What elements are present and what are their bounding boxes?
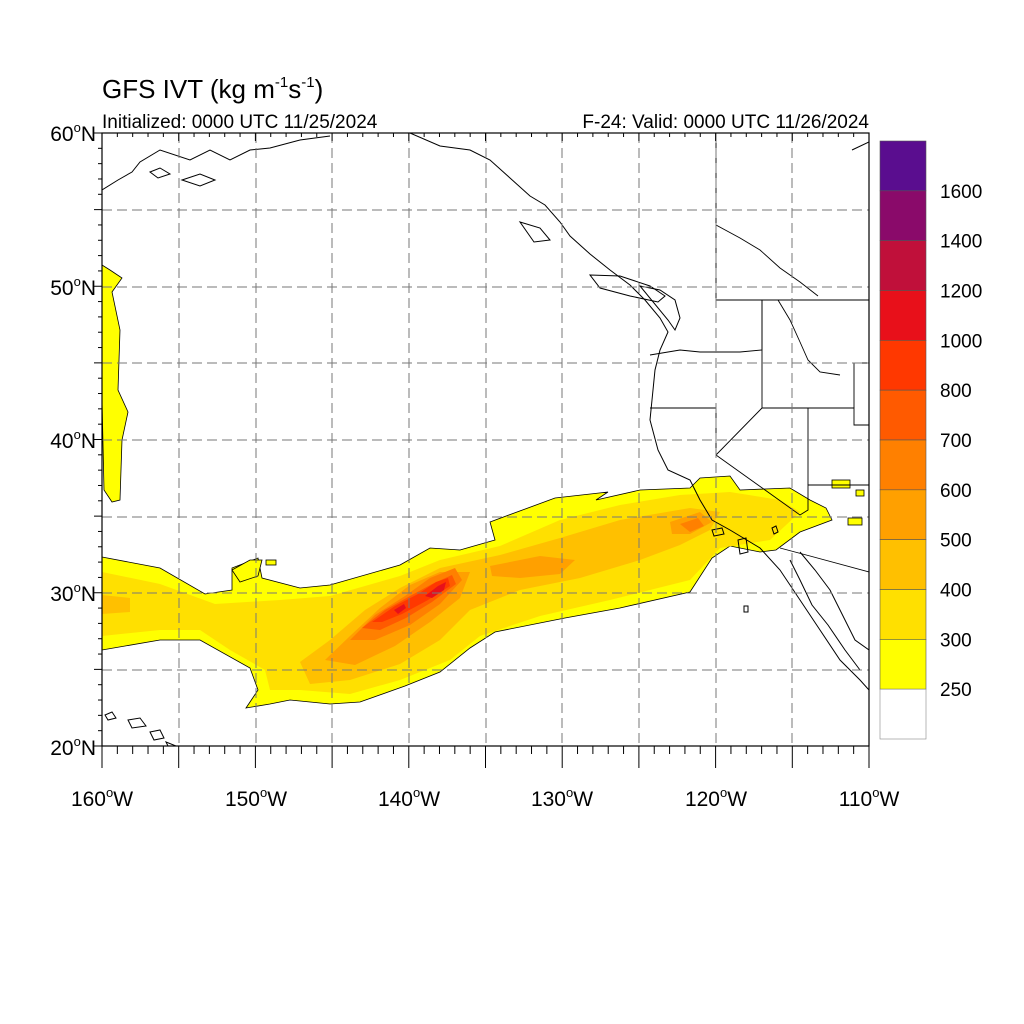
colorbar-swatch (879, 539, 927, 590)
colorbar-swatch (879, 340, 927, 391)
lon-label-110w: 110oW (839, 785, 900, 811)
colorbar-swatch (879, 688, 927, 740)
colorbar: 1600 1400 1200 1000 800 700 600 500 400 300 250 (879, 140, 982, 740)
map-title: GFS IVT (kg m-1s-1) (102, 74, 323, 104)
lon-label-150w: 150oW (225, 785, 287, 811)
title-close: ) (315, 74, 324, 104)
ivt-shading (102, 264, 865, 709)
plot-area (102, 133, 869, 746)
colorbar-swatch (879, 240, 927, 291)
ivt-fill-1000 (425, 582, 446, 598)
lon-label-130w: 130oW (531, 785, 593, 811)
coastlines (102, 133, 869, 746)
colorbar-swatch (879, 389, 927, 441)
colorbar-label: 1000 (940, 331, 982, 352)
colorbar-label: 800 (940, 381, 972, 402)
ivt-fill-250-west (102, 264, 129, 503)
colorbar-swatch (879, 140, 927, 192)
colorbar-swatch (879, 439, 927, 491)
colorbar-label: 300 (940, 630, 972, 651)
lat-label-50: 50oN (50, 274, 96, 300)
lon-labels: 160oW 150oW 140oW 130oW 120oW 110oW (71, 785, 900, 811)
lon-label-160w: 160oW (71, 785, 133, 811)
colorbar-label: 1200 (940, 282, 982, 303)
title-unit-exp2: -1 (301, 74, 314, 91)
colorbar-label: 1600 (940, 182, 982, 203)
colorbar-label: 700 (940, 431, 972, 452)
lat-label-40: 40oN (50, 427, 96, 453)
colorbar-label: 400 (940, 581, 972, 602)
colorbar-label: 250 (940, 680, 972, 701)
colorbar-swatch (879, 190, 927, 241)
graticule (102, 133, 869, 746)
ivt-fill-800 (372, 578, 450, 622)
colorbar-label: 600 (940, 481, 972, 502)
lon-label-140w: 140oW (378, 785, 440, 811)
lat-label-20: 20oN (50, 734, 96, 760)
valid-time: F-24: Valid: 0000 UTC 11/26/2024 (582, 112, 869, 133)
title-unit-exp1: -1 (275, 74, 288, 91)
axis-ticks (94, 132, 870, 768)
lon-label-120w: 120oW (685, 785, 747, 811)
title-unit-s: s (288, 74, 301, 104)
alaska-coast (102, 135, 331, 191)
lat-labels: 60oN 50oN 40oN 30oN 20oN (50, 120, 96, 760)
colorbar-swatch (879, 489, 927, 540)
lat-label-30: 30oN (50, 580, 96, 606)
colorbar-swatch (879, 639, 927, 690)
initialized-time: Initialized: 0000 UTC 11/25/2024 (102, 112, 378, 133)
colorbar-label: 500 (940, 531, 972, 552)
colorbar-swatch (879, 290, 927, 341)
lat-label-60: 60oN (50, 120, 96, 146)
colorbar-label: 1400 (940, 232, 982, 253)
ivt-fill-400 (300, 508, 720, 684)
colorbar-swatch (879, 589, 927, 640)
